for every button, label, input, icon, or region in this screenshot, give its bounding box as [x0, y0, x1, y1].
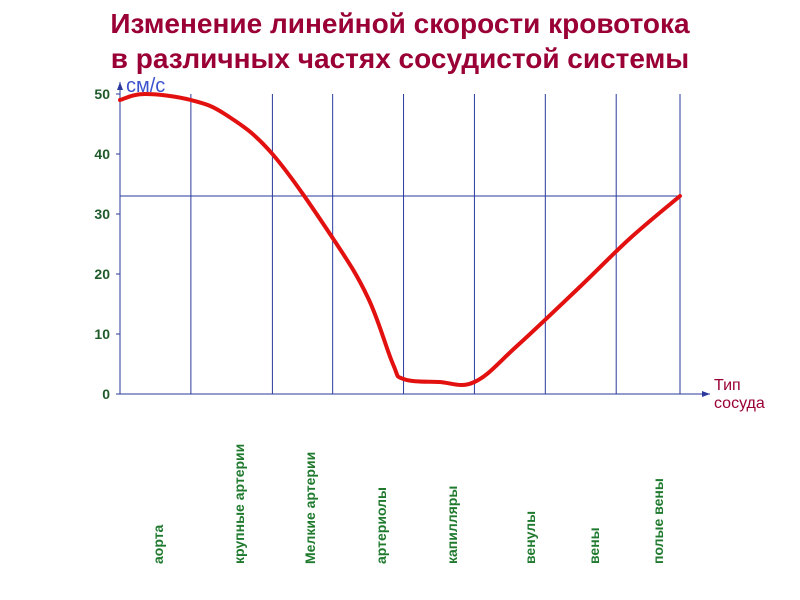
y-tick-label: 20 — [94, 266, 110, 282]
x-category-label: крупные артерии — [231, 404, 247, 564]
title-line-1: Изменение линейной скорости кровотока — [110, 8, 689, 39]
y-tick-label: 0 — [102, 386, 110, 402]
x-category-label: Мелкие артерии — [302, 404, 318, 564]
x-axis-label-line2: сосуда — [714, 395, 765, 412]
y-tick-label: 40 — [94, 146, 110, 162]
velocity-curve — [120, 94, 680, 385]
x-category-label: капилляры — [444, 404, 460, 564]
x-category-label: артериолы — [373, 404, 389, 564]
x-category-label: аорта — [150, 404, 166, 564]
y-tick-label: 50 — [94, 86, 110, 102]
y-tick-label: 10 — [94, 326, 110, 342]
chart-svg: см/с01020304050Типсосуда — [0, 76, 800, 576]
chart-area: см/с01020304050Типсосуда аортакрупные ар… — [0, 76, 800, 576]
x-category-label: вены — [586, 404, 602, 564]
y-tick-label: 30 — [94, 206, 110, 222]
title-line-2: в различных частях сосудистой системы — [111, 43, 689, 74]
x-category-label: полые вены — [650, 404, 666, 564]
x-axis-label-line1: Тип — [714, 377, 741, 394]
chart-title: Изменение линейной скорости кровотока в … — [0, 0, 800, 76]
x-category-label: венулы — [522, 404, 538, 564]
